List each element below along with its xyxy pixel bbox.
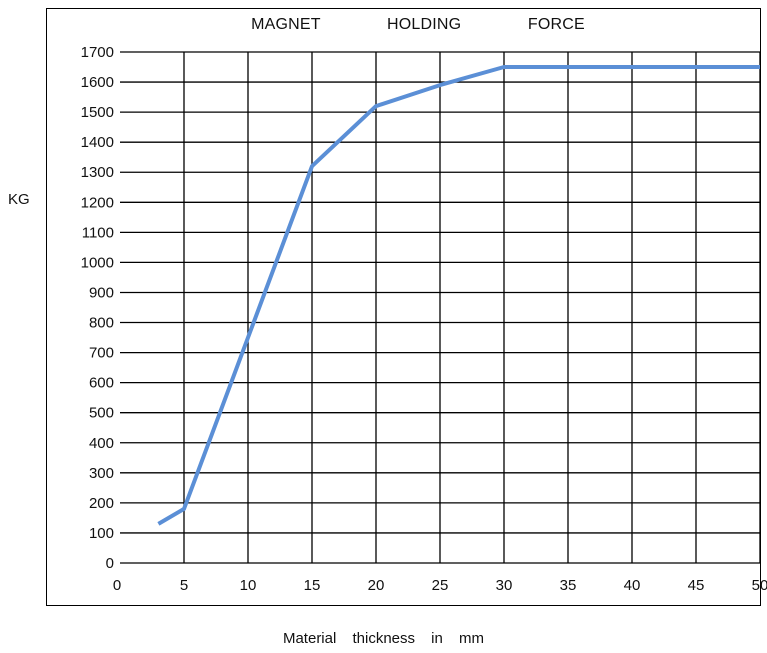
y-tick-label: 700 xyxy=(89,345,114,362)
y-tick-label: 1300 xyxy=(81,164,114,181)
x-tick-label: 40 xyxy=(624,577,641,594)
y-tick-label: 1100 xyxy=(82,224,114,241)
x-tick-labels: 0 5 10 15 20 25 30 35 40 45 50 xyxy=(113,577,767,594)
x-tick-label: 35 xyxy=(560,577,577,594)
y-tick-label: 600 xyxy=(89,375,114,392)
grid-lines xyxy=(120,51,761,564)
chart-title: MAGNET HOLDING FORCE xyxy=(251,16,585,33)
y-tick-label: 1000 xyxy=(81,254,114,271)
x-tick-label: 10 xyxy=(240,577,257,594)
y-tick-labels: 0 100 200 300 400 500 600 700 800 900 1000 1100 1200… xyxy=(81,44,114,572)
x-tick-label: 45 xyxy=(688,577,705,594)
y-axis-label: KG xyxy=(8,191,30,208)
x-tick-label: 30 xyxy=(496,577,513,594)
y-tick-label: 100 xyxy=(89,525,114,542)
y-tick-label: 300 xyxy=(89,465,114,482)
y-tick-label: 900 xyxy=(89,284,114,301)
y-tick-label: 1600 xyxy=(81,74,114,91)
y-tick-label: 1400 xyxy=(81,134,114,151)
y-tick-label: 1700 xyxy=(81,44,114,61)
y-tick-label: 0 xyxy=(106,555,114,572)
x-tick-label: 5 xyxy=(180,577,188,594)
series-lines xyxy=(157,65,761,526)
x-tick-label: 25 xyxy=(432,577,449,594)
x-tick-label: 20 xyxy=(368,577,385,594)
y-tick-label: 400 xyxy=(89,435,114,452)
y-tick-label: 1200 xyxy=(81,194,114,211)
x-tick-label: 0 xyxy=(113,577,121,594)
y-tick-label: 1500 xyxy=(81,104,114,121)
y-tick-label: 800 xyxy=(89,315,114,332)
y-tick-label: 200 xyxy=(89,495,114,512)
x-tick-label: 50 xyxy=(752,577,767,594)
x-tick-label: 15 xyxy=(304,577,321,594)
y-tick-label: 500 xyxy=(89,405,114,422)
x-axis-label: Material thickness in mm xyxy=(282,630,485,647)
